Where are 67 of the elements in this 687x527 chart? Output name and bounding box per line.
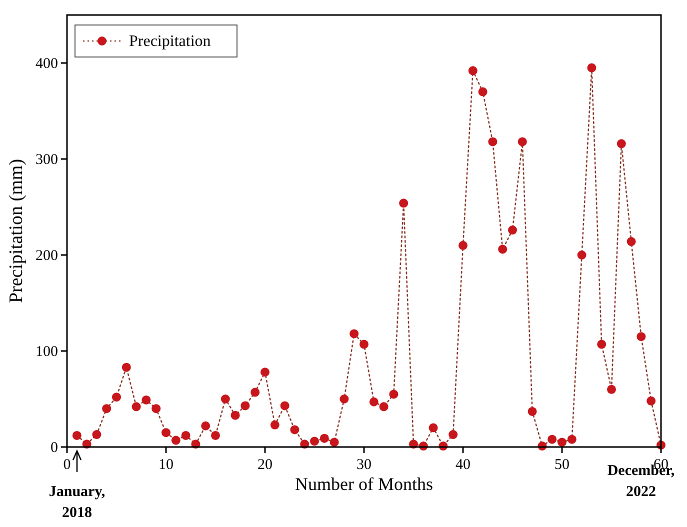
- point: [162, 428, 170, 438]
- point: [260, 368, 270, 377]
- point: [528, 406, 537, 416]
- y-tick-label: 0: [50, 440, 58, 456]
- point: [587, 63, 596, 72]
- point: [567, 434, 576, 444]
- point: [330, 438, 339, 447]
- y-tick-label: 300: [36, 152, 58, 168]
- point: [201, 421, 210, 430]
- point: [211, 430, 220, 440]
- point: [616, 139, 626, 148]
- point: [220, 394, 230, 404]
- point: [122, 362, 131, 372]
- point: [230, 410, 240, 420]
- point: [72, 430, 82, 440]
- point: [320, 434, 329, 443]
- x-tick-label: 50: [554, 457, 570, 473]
- x-tick-label: 10: [158, 457, 174, 473]
- point: [340, 394, 349, 404]
- point: [240, 401, 250, 410]
- point: [132, 402, 141, 412]
- x-axis-title: Number of Months: [295, 474, 433, 494]
- point: [310, 436, 319, 446]
- point: [399, 198, 408, 208]
- point: [548, 434, 557, 444]
- point: [607, 384, 616, 394]
- point: [498, 244, 508, 254]
- point: [152, 404, 161, 414]
- point: [270, 420, 280, 430]
- point: [369, 397, 378, 406]
- point: [360, 340, 368, 349]
- point: [636, 332, 646, 342]
- point: [468, 66, 478, 76]
- point: [171, 436, 180, 445]
- point: [646, 396, 656, 406]
- x-tick-label: 40: [456, 457, 470, 473]
- point: [350, 329, 359, 338]
- text: January, 2018: [48, 484, 106, 521]
- point: [577, 250, 586, 260]
- point: [181, 430, 190, 440]
- legend-label: Precipitation: [129, 33, 211, 50]
- point: [280, 401, 290, 410]
- y-tick-label: 200: [36, 248, 58, 264]
- point: [518, 137, 527, 146]
- x-tick-label: 0: [63, 457, 71, 473]
- point: [389, 390, 398, 399]
- y-tick-label: 400: [36, 56, 58, 72]
- point: [250, 388, 260, 397]
- x-tick-label: 20: [258, 457, 272, 473]
- point: [458, 240, 468, 250]
- point: [597, 340, 606, 349]
- point: [448, 430, 458, 440]
- point: [142, 395, 151, 404]
- point: [379, 402, 388, 412]
- point: [488, 137, 498, 146]
- x-tick-label: 30: [356, 457, 372, 473]
- y-axis-title: Precipitation (mm): [6, 158, 27, 304]
- point: [508, 226, 517, 235]
- point: [428, 423, 438, 432]
- point: [290, 425, 300, 434]
- point: [92, 430, 102, 440]
- point: [558, 438, 566, 447]
- point: [626, 237, 636, 246]
- point: [478, 87, 488, 96]
- y-tick-label: 100: [36, 344, 58, 360]
- point: [102, 404, 112, 414]
- point: [112, 392, 121, 402]
